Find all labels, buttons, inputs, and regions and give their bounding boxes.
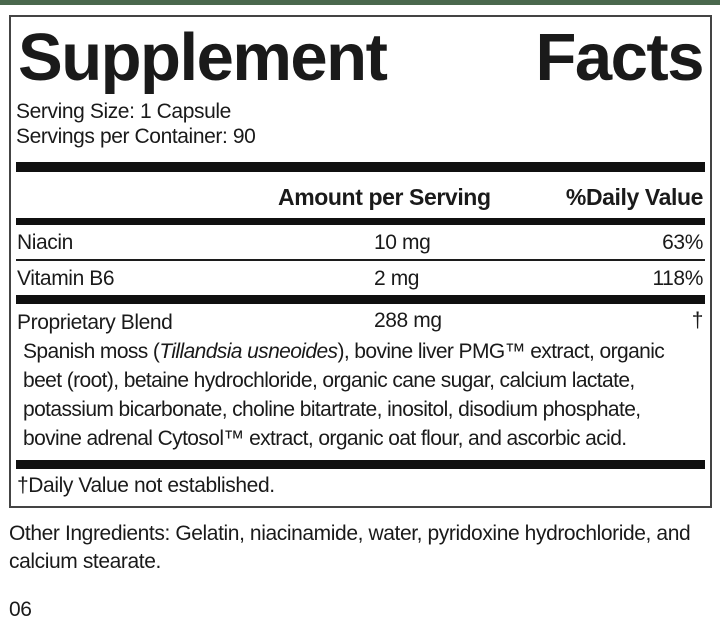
- table-row-vitamin-b6: Vitamin B6 2 mg 118%: [16, 261, 705, 295]
- proprietary-blend-description: Spanish moss (Tillandsia usneoides), bov…: [16, 337, 705, 460]
- nutrient-name: Proprietary Blend: [17, 311, 173, 334]
- nutrient-amount: 288 mg: [374, 309, 442, 332]
- nutrient-name: Niacin: [17, 231, 73, 254]
- divider-bar-above-blend: [16, 295, 705, 304]
- nutrient-daily-value: 118%: [652, 267, 703, 290]
- nutrient-amount: 10 mg: [374, 231, 431, 254]
- servings-per-container-text: Servings per Container: 90: [16, 125, 256, 148]
- divider-bar-above-footnote: [16, 460, 705, 469]
- table-row-niacin: Niacin 10 mg 63%: [16, 225, 705, 261]
- serving-size-text: Serving Size: 1 Capsule: [16, 100, 231, 123]
- dagger-symbol: †: [691, 309, 704, 332]
- title-word-supplement: Supplement: [18, 20, 388, 95]
- blend-species-italic: Tillandsia usneoides: [159, 340, 338, 363]
- title-word-facts: Facts: [535, 20, 704, 95]
- page-code: 06: [9, 598, 32, 621]
- table-header-row: Amount per Serving %Daily Value: [16, 172, 705, 218]
- blend-description-text-end: ), bovine liver PMG™ extract, organic be…: [23, 340, 665, 450]
- blend-description-text-start: Spanish moss (: [23, 340, 160, 363]
- supplement-facts-panel: Supplement Facts Serving Size: 1 Capsule…: [9, 15, 712, 508]
- other-ingredients-text: Other Ingredients: Gelatin, niacinamide,…: [9, 522, 691, 573]
- table-row-proprietary-blend: Proprietary Blend 288 mg †: [16, 304, 705, 337]
- divider-bar-below-header: [16, 218, 705, 225]
- panel-title: Supplement Facts: [16, 19, 705, 99]
- divider-thick-bar-top: [16, 162, 705, 172]
- header-percent-daily-value: %Daily Value: [565, 184, 704, 210]
- nutrient-daily-value: 63%: [662, 231, 703, 254]
- nutrient-name: Vitamin B6: [17, 267, 115, 290]
- top-accent-bar: [0, 0, 720, 5]
- daily-value-footnote: †Daily Value not established.: [17, 474, 275, 497]
- nutrient-amount: 2 mg: [374, 267, 420, 290]
- header-amount-per-serving: Amount per Serving: [278, 184, 491, 210]
